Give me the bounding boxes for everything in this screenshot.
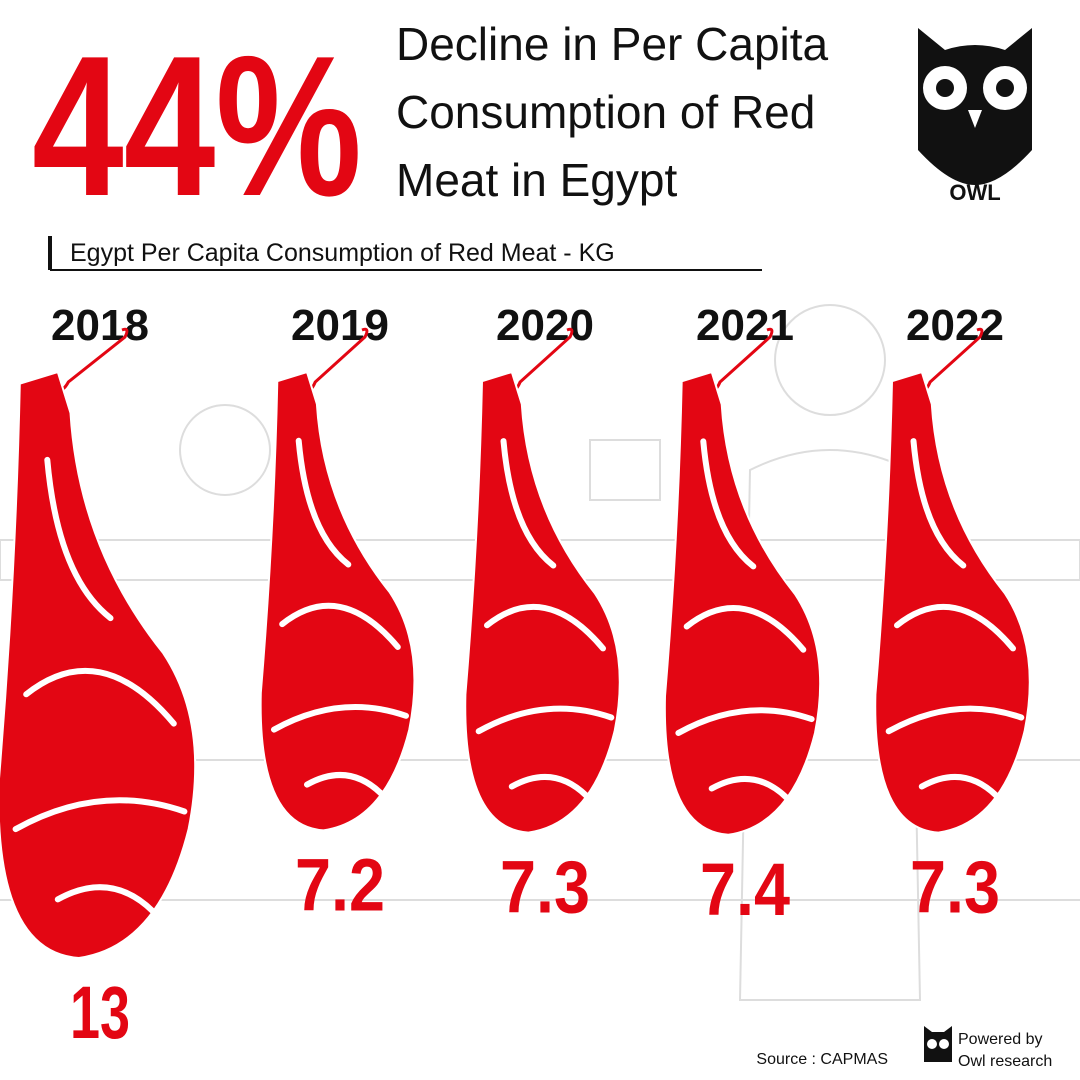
credit: Owl research [958, 1053, 1052, 1070]
meat-marbling [475, 438, 615, 799]
value-label: 13 [70, 971, 130, 1054]
value-label: 7.4 [700, 848, 790, 931]
owl-logo [918, 28, 1032, 185]
meat-icon [0, 370, 197, 960]
year-label: 2019 [291, 301, 389, 350]
year-label: 2022 [906, 301, 1004, 350]
subtitle: Egypt Per Capita Consumption of Red Meat… [70, 239, 615, 267]
title-line: Decline in Per Capita [396, 18, 829, 70]
meat-marbling [12, 456, 188, 915]
meat-marbling [271, 437, 409, 797]
title-line: Meat in Egypt [396, 154, 677, 206]
value-label: 7.2 [295, 843, 385, 926]
meat-marbling [675, 438, 815, 801]
meat-icon [464, 370, 621, 834]
source: Source : CAPMAS [756, 1051, 888, 1068]
credit-logo [924, 1026, 952, 1062]
headline: 44% [32, 15, 362, 238]
year-label: 2021 [696, 301, 794, 350]
credit: Powered by [958, 1031, 1043, 1048]
meat-icon [874, 370, 1031, 834]
meat-icon [259, 370, 416, 832]
year-label: 2018 [51, 301, 149, 350]
title-line: Consumption of Red [396, 86, 815, 138]
value-label: 7.3 [500, 846, 590, 929]
year-label: 2020 [496, 301, 594, 350]
value-label: 7.3 [910, 846, 1000, 929]
meat-marbling [885, 438, 1025, 799]
meat-icon [663, 370, 822, 836]
logo-text: OWL [949, 180, 1000, 205]
